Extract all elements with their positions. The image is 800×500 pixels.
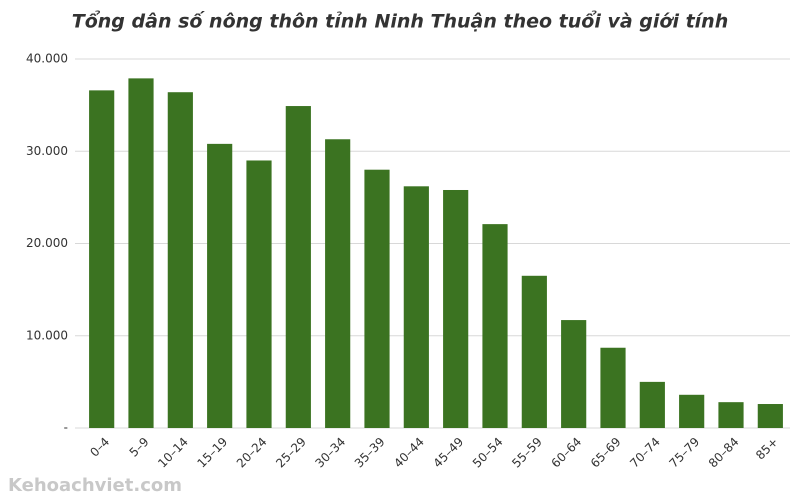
bar — [167, 92, 193, 429]
x-tick-label: 75–79 — [667, 435, 703, 471]
bar — [443, 189, 469, 428]
bar — [600, 347, 626, 428]
y-tick-label: 20.000 — [26, 236, 68, 250]
x-tick-label: 15–19 — [195, 435, 231, 471]
bar — [757, 404, 783, 428]
bar — [89, 90, 115, 429]
x-tick-label: 85+ — [753, 435, 781, 463]
bar — [364, 169, 390, 428]
x-tick-label: 40–44 — [391, 435, 427, 471]
bar — [403, 186, 429, 428]
bar — [718, 402, 744, 428]
bar — [639, 381, 665, 428]
x-tick-label: 5–9 — [127, 435, 152, 460]
x-tick-label: 10–14 — [155, 435, 191, 471]
x-tick-label: 30–34 — [313, 435, 349, 471]
x-tick-label: 55–59 — [509, 435, 545, 471]
x-tick-label: 60–64 — [549, 435, 585, 471]
y-tick-label: - — [64, 421, 68, 435]
x-tick-label: 0–4 — [87, 435, 112, 460]
y-tick-label: 30.000 — [26, 144, 68, 158]
bar — [561, 320, 587, 428]
bar — [679, 394, 705, 428]
bar — [521, 275, 547, 428]
x-tick-label: 70–74 — [627, 435, 663, 471]
x-tick-label: 50–54 — [470, 435, 506, 471]
bar — [325, 139, 351, 428]
x-tick-label: 45–49 — [431, 435, 467, 471]
x-tick-label: 25–29 — [273, 435, 309, 471]
bar — [246, 160, 272, 428]
chart-title: Tổng dân số nông thôn tỉnh Ninh Thuận th… — [72, 10, 728, 33]
watermark: Kehoachviet.com — [8, 475, 182, 496]
y-tick-label: 40.000 — [26, 52, 68, 66]
y-tick-label: 10.000 — [26, 328, 68, 342]
x-tick-label: 65–69 — [588, 435, 624, 471]
x-tick-label: 20–24 — [234, 435, 270, 471]
x-tick-label: 80–84 — [706, 435, 742, 471]
bar — [207, 143, 233, 428]
x-tick-label: 35–39 — [352, 435, 388, 471]
bar — [128, 78, 154, 428]
bar — [482, 224, 508, 428]
bar — [285, 106, 311, 429]
